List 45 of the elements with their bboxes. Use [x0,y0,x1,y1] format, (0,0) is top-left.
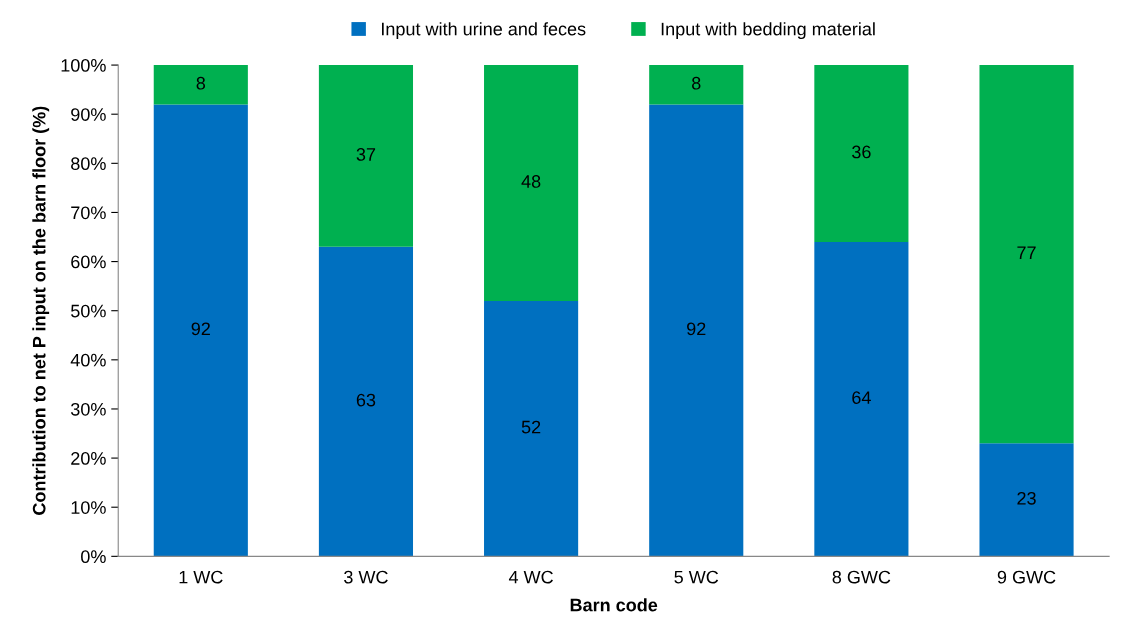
y-tick-label: 100% [61,59,106,72]
data-label: 8 [196,76,206,90]
x-tick-label: 1 WC [179,570,223,584]
y-axis-title: Contribution to net P input on the barn floor (%) [32,106,50,515]
data-label: 37 [356,148,376,161]
y-tick-label: 90% [71,108,106,121]
y-tick-label: 0% [81,550,106,564]
data-label: 64 [852,391,871,404]
bar [814,241,909,557]
data-label: 92 [687,322,706,336]
legend-label: Input with urine and feces [382,22,586,39]
bar [814,65,909,242]
data-label: 92 [191,322,210,336]
bar [153,65,248,105]
legend-label: Input with bedding material [661,22,875,39]
bar [649,104,744,557]
data-label: 48 [521,175,541,188]
y-tick-label: 40% [70,353,106,367]
y-tick-label: 50% [71,304,106,318]
y-tick-label: 30% [70,402,106,416]
y-tick-label: 20% [71,452,106,465]
bar [649,65,744,105]
data-label: 77 [1017,246,1036,259]
x-axis-title: Barn code [570,598,658,612]
data-label: 52 [521,420,541,434]
y-tick-label: 70% [71,206,106,220]
x-tick-label: 3 WC [344,570,388,584]
y-tick-label: 10% [71,501,106,514]
bar [979,65,1074,444]
x-tick-label: 9 GWC [997,570,1056,584]
data-label: 8 [692,76,701,90]
x-tick-label: 4 WC [508,570,553,584]
y-tick-label: 80% [71,157,106,171]
bar [318,65,414,247]
bar [979,443,1074,557]
bar [484,300,579,557]
data-label: 36 [852,145,871,159]
y-tick-label: 60% [71,255,106,269]
x-tick-label: 8 GWC [832,570,891,584]
data-label: 23 [1017,491,1036,505]
bar [484,65,579,301]
bar [318,246,414,557]
x-tick-label: 5 WC [674,570,719,584]
data-label: 63 [356,393,376,407]
bar [153,104,248,557]
